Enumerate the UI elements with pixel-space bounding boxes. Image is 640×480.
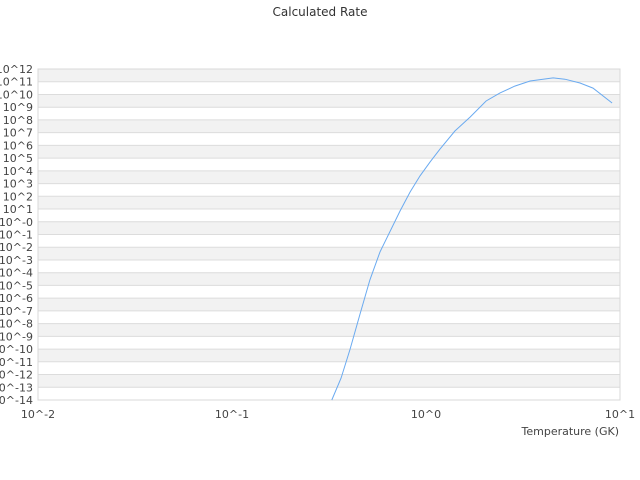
y-tick-label: 10^9 — [3, 101, 33, 114]
y-tick-label: 10^10 — [0, 88, 33, 101]
x-tick-label: 10^1 — [605, 408, 635, 421]
y-tick-labels: 10^-1410^-1310^-1210^-1110^-1010^-910^-8… — [0, 63, 33, 407]
grid-band — [38, 374, 620, 388]
grid-band — [38, 170, 620, 184]
grid-band — [38, 196, 620, 210]
y-tick-label: 10^6 — [3, 139, 33, 152]
plot-frame — [37, 68, 621, 401]
series-group — [331, 77, 613, 401]
y-tick-label: 10^8 — [3, 114, 33, 127]
y-tick-label: 10^3 — [3, 178, 33, 191]
y-tick-label: 10^1 — [3, 203, 33, 216]
grid-band — [38, 298, 620, 311]
y-tick-label: 10^7 — [3, 127, 33, 140]
grid-bands — [38, 69, 620, 388]
y-tick-label: 10^-9 — [0, 330, 33, 343]
y-tick-label: 10^2 — [3, 190, 33, 203]
y-tick-label: 10^-1 — [0, 229, 33, 242]
y-tick-label: 10^-3 — [0, 254, 33, 267]
gridlines — [38, 68, 620, 401]
x-tick-labels: 10^-2 10^-1 10^0 10^1 — [21, 408, 635, 421]
grid-band — [38, 145, 620, 159]
y-tick-label: 10^-12 — [0, 369, 33, 382]
y-tick-label: 10^-13 — [0, 381, 33, 394]
x-tick-label: 10^0 — [411, 408, 441, 421]
y-tick-label: 10^-14 — [0, 394, 33, 407]
y-tick-label: 10^-4 — [0, 267, 33, 280]
grid-band — [38, 272, 620, 286]
y-tick-label: 10^-7 — [0, 305, 33, 318]
y-tick-label: 10^-8 — [0, 318, 33, 331]
chart-title: Calculated Rate — [273, 5, 368, 19]
x-tick-label: 10^-2 — [21, 408, 55, 421]
y-tick-label: 10^-0 — [0, 216, 33, 229]
y-tick-label: 10^11 — [0, 76, 33, 89]
y-tick-label: 10^-5 — [0, 279, 33, 292]
grid-band — [38, 247, 620, 260]
grid-band — [38, 94, 620, 108]
y-tick-label: 10^5 — [3, 152, 33, 165]
grid-band — [38, 323, 620, 337]
grid-band — [38, 349, 620, 362]
y-tick-label: 10^12 — [0, 63, 33, 76]
series-line — [331, 77, 613, 401]
x-tick-label: 10^-1 — [215, 408, 249, 421]
y-tick-label: 10^-10 — [0, 343, 33, 356]
grid-band — [38, 69, 620, 82]
x-axis-label: Temperature (GK) — [521, 425, 620, 438]
y-tick-label: 10^-2 — [0, 241, 33, 254]
y-tick-label: 10^-6 — [0, 292, 33, 305]
grid-band — [38, 119, 620, 133]
y-tick-label: 10^-11 — [0, 356, 33, 369]
grid-band — [38, 221, 620, 235]
y-tick-label: 10^4 — [3, 165, 33, 178]
